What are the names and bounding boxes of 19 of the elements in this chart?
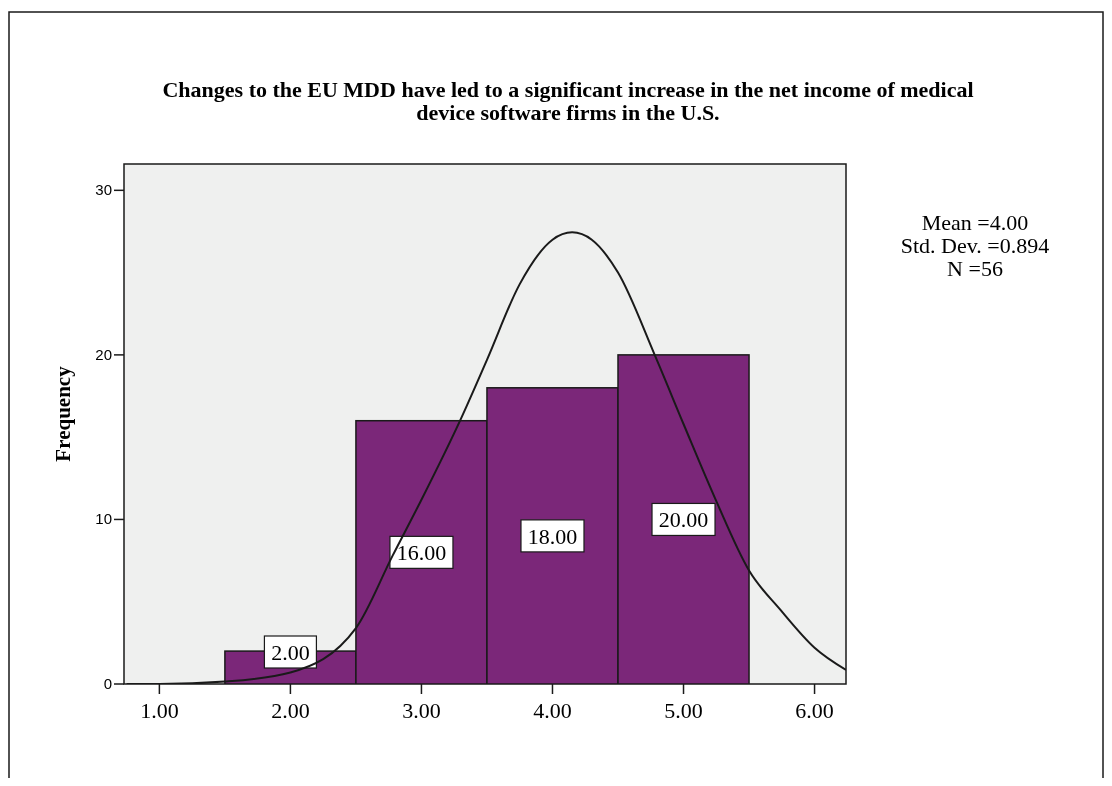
x-tick-label: 4.00 [533, 698, 572, 723]
x-tick-label: 3.00 [402, 698, 441, 723]
y-tick-label: 30 [95, 181, 112, 199]
data-label: 16.00 [396, 540, 447, 566]
text: Mean =4.00 [921, 210, 1029, 235]
chart-title: Changes to the EU MDD have led to a significant increase in the net income of medical device software firms in the U.S. [162, 77, 974, 125]
y-tick-label: 10 [95, 510, 112, 528]
data-label: 18.00 [527, 523, 578, 549]
y-tick-label: 0 [103, 675, 112, 692]
text: N =56 [947, 256, 1003, 281]
y-tick-label: 20 [95, 345, 112, 363]
x-tick-label: 5.00 [664, 698, 703, 723]
data-label: 20.00 [658, 507, 709, 533]
x-tick-label: 6.00 [795, 698, 834, 723]
y-axis-title: Frequency [51, 365, 75, 462]
x-tick-label: 1.00 [140, 698, 179, 723]
x-tick-label: 2.00 [271, 698, 310, 723]
text: Std. Dev. =0.894 [900, 233, 1050, 258]
data-label: 2.00 [271, 640, 310, 665]
